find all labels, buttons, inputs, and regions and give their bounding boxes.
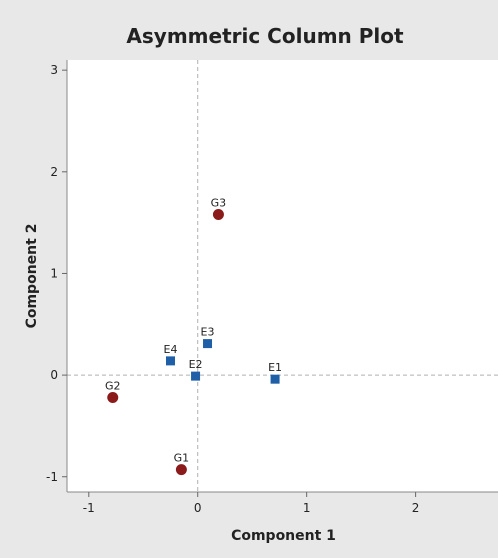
y-tick-label: 2	[50, 165, 58, 179]
point-label-e3: E3	[201, 326, 215, 339]
x-tick-label: 0	[194, 501, 202, 515]
reference-lines	[67, 60, 498, 492]
point-label-e2: E2	[189, 358, 203, 371]
x-axis-title: Component 1	[231, 528, 336, 544]
y-tick-label: -1	[46, 470, 58, 484]
point-label-e4: E4	[164, 343, 178, 356]
point-label-g3: G3	[211, 197, 227, 210]
data-point-g3	[212, 209, 224, 221]
data-point-e3	[203, 339, 213, 349]
point-label-g2: G2	[105, 379, 121, 392]
data-point-e2	[191, 371, 201, 381]
data-point-g1	[175, 464, 187, 476]
x-tick-label: 1	[303, 501, 311, 515]
y-tick-label: 3	[50, 63, 58, 77]
x-tick-label: 2	[412, 501, 420, 515]
data-point-g2	[107, 391, 119, 403]
y-tick-label: 0	[50, 368, 58, 382]
plot-area	[67, 60, 498, 492]
data-point-e4	[165, 356, 175, 366]
y-tick-label: 1	[50, 266, 58, 280]
data-points: G1G2G3G4E1E2E3E4	[105, 197, 282, 476]
x-tick-label: -1	[83, 501, 95, 515]
y-axis-title: Component 2	[24, 224, 40, 329]
point-label-g1: G1	[174, 452, 190, 465]
data-point-e1	[270, 374, 280, 384]
point-label-e1: E1	[268, 361, 282, 374]
chart-title: Asymmetric Column Plot	[126, 24, 404, 48]
